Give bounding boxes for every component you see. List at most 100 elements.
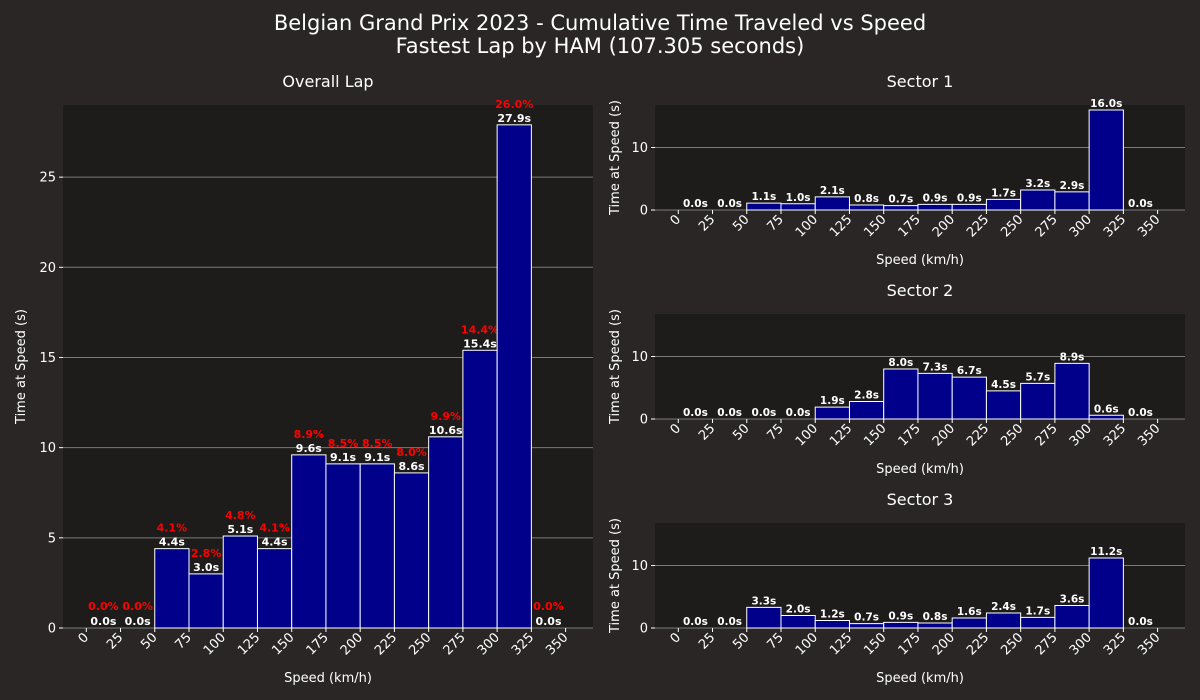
- bar: [883, 621, 919, 629]
- percent-label: 8.9%: [294, 428, 325, 441]
- bar: [1088, 109, 1124, 211]
- y-tick-label: 0: [640, 204, 648, 219]
- y-axis-label: Time at Speed (s): [608, 309, 623, 425]
- panel-title: Sector 1: [887, 72, 954, 91]
- percent-label: 8.0%: [396, 446, 427, 459]
- data-label: 0.7s: [888, 194, 913, 206]
- y-tick-label: 5: [48, 531, 56, 546]
- data-label: 0.0s: [90, 615, 116, 628]
- data-label: 1.0s: [786, 192, 811, 204]
- bar: [746, 606, 782, 629]
- data-label: 2.8s: [854, 390, 879, 402]
- data-label: 0.9s: [923, 192, 948, 204]
- data-label: 0.0s: [683, 407, 708, 419]
- data-label: 0.0s: [683, 616, 708, 628]
- data-label: 7.3s: [923, 361, 948, 373]
- data-label: 0.0s: [683, 198, 708, 210]
- bar: [1054, 605, 1090, 629]
- bar: [814, 620, 850, 629]
- bar: [428, 436, 464, 629]
- bar: [462, 349, 498, 629]
- bar: [746, 202, 782, 211]
- percent-label: 4.1%: [259, 522, 290, 535]
- percent-label: 14.4%: [461, 323, 499, 336]
- data-label: 0.0s: [1128, 407, 1153, 419]
- bar: [883, 368, 919, 420]
- data-label: 2.0s: [786, 604, 811, 616]
- data-label: 1.9s: [820, 395, 845, 407]
- figure-title: Belgian Grand Prix 2023 - Cumulative Tim…: [274, 11, 926, 35]
- bar: [951, 203, 987, 211]
- data-label: 0.7s: [854, 612, 879, 624]
- data-label: 0.8s: [854, 193, 879, 205]
- bar: [848, 204, 885, 211]
- y-tick-label: 0: [640, 622, 648, 637]
- bar: [1054, 191, 1090, 211]
- data-label: 3.3s: [751, 595, 776, 607]
- data-label: 0.0s: [125, 615, 151, 628]
- bar: [917, 203, 953, 211]
- data-label: 0.8s: [923, 611, 948, 623]
- data-label: 0.0s: [535, 615, 561, 628]
- panel-title: Overall Lap: [282, 72, 373, 91]
- percent-label: 4.8%: [225, 509, 256, 522]
- data-label: 0.0s: [1128, 198, 1153, 210]
- data-label: 0.9s: [957, 192, 982, 204]
- x-axis-label: Speed (km/h): [876, 671, 964, 686]
- bar: [291, 454, 327, 629]
- bar: [1054, 362, 1090, 420]
- data-label: 15.4s: [463, 337, 497, 350]
- bar: [256, 548, 293, 629]
- chart-panels: 05101520250.0s0.0%0.0s0.0%4.4s4.1%3.0s2.…: [14, 72, 1185, 686]
- y-tick-label: 10: [631, 350, 648, 365]
- bar: [917, 372, 953, 420]
- bar: [1088, 557, 1124, 629]
- data-label: 9.1s: [330, 451, 356, 464]
- bar: [780, 203, 816, 211]
- bar: [848, 623, 885, 629]
- percent-label: 0.0%: [88, 600, 119, 613]
- data-label: 9.1s: [364, 451, 390, 464]
- y-tick-label: 0: [640, 413, 648, 428]
- data-label: 0.0s: [751, 407, 776, 419]
- percent-label: 9.9%: [431, 410, 462, 423]
- x-axis-label: Speed (km/h): [284, 671, 372, 686]
- y-axis-label: Time at Speed (s): [608, 518, 623, 634]
- bar: [814, 196, 850, 211]
- data-label: 8.6s: [399, 460, 425, 473]
- percent-label: 8.5%: [362, 437, 393, 450]
- chart-panel-3: 0 10 0.0s 0.0s 3.3s 2.0s 1.2s 0.7s 0.9s 0.8s 1.6s 2…: [608, 490, 1185, 686]
- y-tick-label: 10: [39, 441, 56, 456]
- figure-subtitle: Fastest Lap by HAM (107.305 seconds): [396, 34, 805, 58]
- y-axis-label: Time at Speed (s): [14, 309, 29, 425]
- data-label: 5.1s: [227, 523, 253, 536]
- bar: [917, 622, 953, 629]
- x-axis-label: Speed (km/h): [876, 253, 964, 268]
- panel-title: Sector 2: [887, 281, 954, 300]
- y-axis-label: Time at Speed (s): [608, 100, 623, 216]
- data-label: 5.7s: [1025, 371, 1050, 383]
- bar: [883, 205, 919, 211]
- chart-panel-0: 05101520250.0s0.0%0.0s0.0%4.4s4.1%3.0s2.…: [14, 72, 593, 686]
- data-label: 8.0s: [888, 357, 913, 369]
- percent-label: 0.0%: [533, 600, 564, 613]
- data-label: 0.0s: [717, 616, 742, 628]
- data-label: 0.0s: [786, 407, 811, 419]
- data-label: 0.6s: [1094, 403, 1119, 415]
- data-label: 0.0s: [717, 198, 742, 210]
- bar: [985, 390, 1022, 420]
- y-tick-label: 0: [48, 622, 56, 637]
- bar: [985, 198, 1022, 211]
- bar: [951, 376, 987, 420]
- percent-label: 26.0%: [495, 98, 533, 111]
- data-label: 6.7s: [957, 365, 982, 377]
- chart-panel-2: 0 10 0.0s 0.0s 0.0s 0.0s 1.9s 2.8s 8.0s 7.3s 6.7s 4…: [608, 281, 1185, 477]
- bar: [496, 124, 532, 629]
- bar: [780, 615, 816, 629]
- data-label: 4.4s: [159, 536, 185, 549]
- bar: [359, 463, 395, 629]
- data-label: 9.6s: [296, 442, 322, 455]
- data-label: 3.2s: [1025, 178, 1050, 190]
- data-label: 0.9s: [888, 610, 913, 622]
- data-label: 4.5s: [991, 379, 1016, 391]
